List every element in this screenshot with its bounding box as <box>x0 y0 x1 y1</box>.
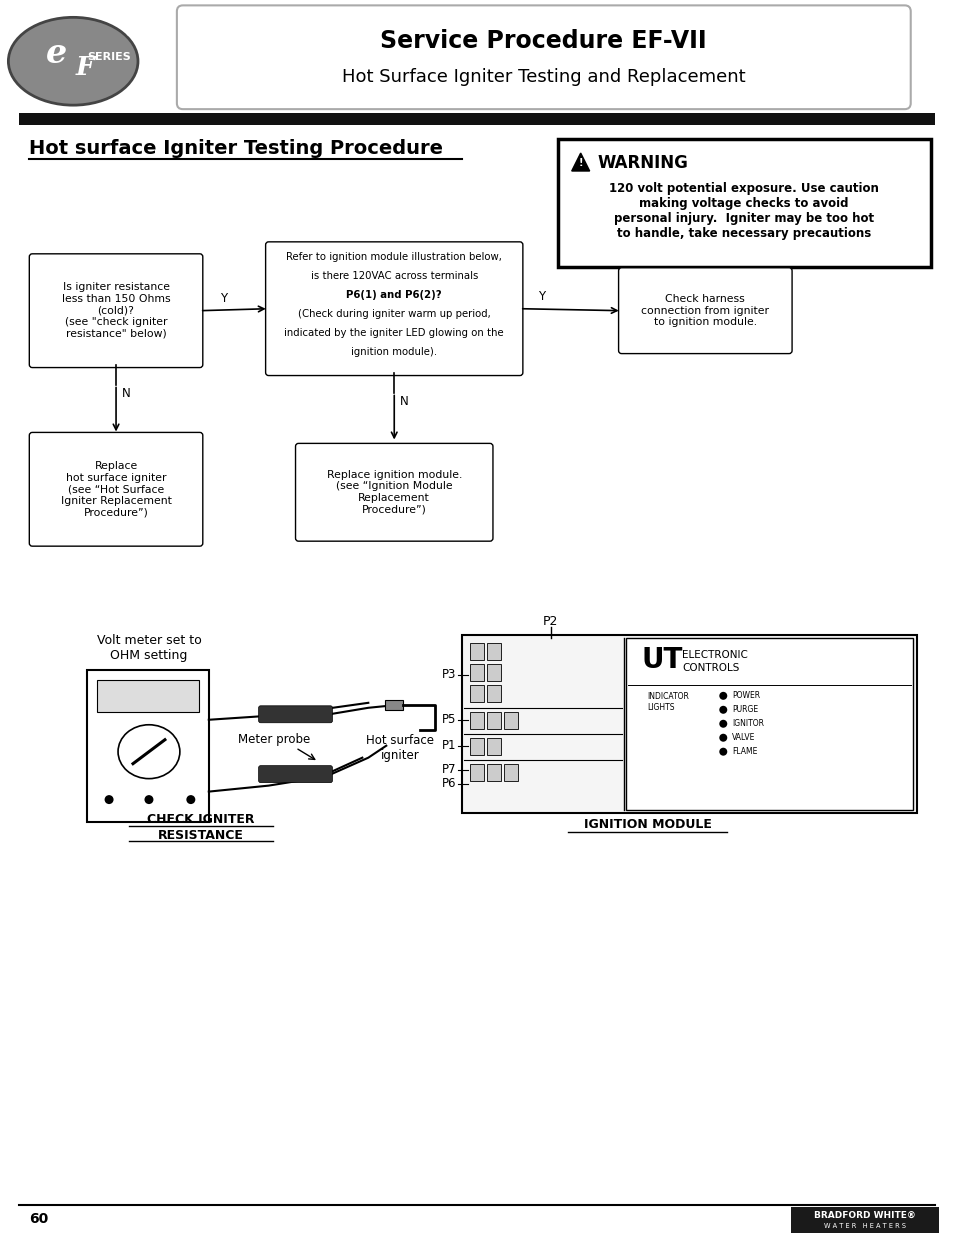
Text: Hot Surface Igniter Testing and Replacement: Hot Surface Igniter Testing and Replacem… <box>341 68 745 86</box>
Circle shape <box>719 705 726 714</box>
FancyBboxPatch shape <box>258 705 332 722</box>
Text: SERIES: SERIES <box>87 52 131 62</box>
Bar <box>486 643 500 659</box>
Text: P6: P6 <box>441 777 456 790</box>
Bar <box>625 638 912 810</box>
Polygon shape <box>571 153 589 170</box>
Bar <box>470 643 483 659</box>
Text: CONTROLS: CONTROLS <box>681 663 739 673</box>
Text: !: ! <box>578 158 582 168</box>
Text: Meter probe: Meter probe <box>238 734 311 746</box>
Circle shape <box>719 720 726 727</box>
Bar <box>470 664 483 680</box>
Text: Hot surface
igniter: Hot surface igniter <box>366 734 434 762</box>
Text: P2: P2 <box>542 615 558 629</box>
Text: IGNITOR: IGNITOR <box>732 719 763 729</box>
Bar <box>470 685 483 701</box>
Text: Is igniter resistance
less than 150 Ohms
(cold)?
(see "check igniter
resistance": Is igniter resistance less than 150 Ohms… <box>62 283 171 338</box>
Bar <box>486 737 500 755</box>
Text: VALVE: VALVE <box>732 734 755 742</box>
Text: 120 volt potential exposure. Use caution
making voltage checks to avoid
personal: 120 volt potential exposure. Use caution… <box>609 182 879 240</box>
Circle shape <box>186 795 195 804</box>
Text: Refer to ignition module illustration below,: Refer to ignition module illustration be… <box>286 252 501 262</box>
Text: RESISTANCE: RESISTANCE <box>157 829 243 842</box>
Bar <box>19 114 934 125</box>
Bar <box>87 669 209 821</box>
Text: WARNING: WARNING <box>597 154 688 172</box>
Bar <box>486 685 500 701</box>
Bar <box>503 711 517 729</box>
Text: N: N <box>400 395 409 409</box>
Bar <box>470 711 483 729</box>
Bar <box>486 763 500 781</box>
Text: Check harness
connection from igniter
to ignition module.: Check harness connection from igniter to… <box>640 294 768 327</box>
Circle shape <box>719 734 726 742</box>
FancyBboxPatch shape <box>30 432 203 546</box>
Bar <box>558 140 930 267</box>
Text: (Check during igniter warm up period,: (Check during igniter warm up period, <box>297 309 490 319</box>
FancyBboxPatch shape <box>295 443 493 541</box>
Text: indicated by the igniter LED glowing on the: indicated by the igniter LED glowing on … <box>284 327 503 337</box>
Text: ®: ® <box>125 28 133 38</box>
FancyBboxPatch shape <box>258 766 332 783</box>
Text: UT: UT <box>640 646 682 674</box>
FancyBboxPatch shape <box>30 254 203 368</box>
Text: Replace
hot surface igniter
(see “Hot Surface
Igniter Replacement
Procedure”): Replace hot surface igniter (see “Hot Su… <box>61 461 172 517</box>
Circle shape <box>144 795 153 804</box>
Text: P1: P1 <box>441 740 456 752</box>
Bar <box>470 763 483 781</box>
Bar <box>385 700 403 710</box>
Bar <box>790 1207 938 1233</box>
Text: Service Procedure EF-VII: Service Procedure EF-VII <box>380 30 706 53</box>
Circle shape <box>719 692 726 700</box>
Text: ELECTRONIC: ELECTRONIC <box>681 650 747 659</box>
Text: PURGE: PURGE <box>732 705 758 714</box>
Bar <box>486 664 500 680</box>
Text: FLAME: FLAME <box>732 747 757 756</box>
Text: Y: Y <box>537 290 544 303</box>
Text: Replace ignition module.
(see “Ignition Module
Replacement
Procedure”): Replace ignition module. (see “Ignition … <box>326 469 461 515</box>
Text: P6(1) and P6(2)?: P6(1) and P6(2)? <box>346 290 441 300</box>
Text: BRADFORD WHITE®: BRADFORD WHITE® <box>813 1212 915 1220</box>
Bar <box>461 635 916 813</box>
FancyBboxPatch shape <box>176 5 910 109</box>
Text: LIGHTS: LIGHTS <box>647 703 675 713</box>
Circle shape <box>105 795 113 804</box>
Ellipse shape <box>9 17 138 105</box>
Text: W A T E R   H E A T E R S: W A T E R H E A T E R S <box>823 1223 905 1229</box>
Bar <box>503 763 517 781</box>
Text: ignition module).: ignition module). <box>351 347 436 357</box>
Text: e: e <box>46 37 67 69</box>
Text: 60: 60 <box>30 1212 49 1225</box>
Text: Volt meter set to
OHM setting: Volt meter set to OHM setting <box>96 634 201 662</box>
FancyBboxPatch shape <box>618 268 791 353</box>
Text: INDICATOR: INDICATOR <box>647 693 689 701</box>
Text: Y: Y <box>219 291 227 305</box>
Text: Hot surface Igniter Testing Procedure: Hot surface Igniter Testing Procedure <box>30 138 443 158</box>
Text: F: F <box>75 54 94 80</box>
Text: P3: P3 <box>441 668 456 682</box>
Text: is there 120VAC across terminals: is there 120VAC across terminals <box>311 270 477 280</box>
Circle shape <box>719 747 726 756</box>
Text: N: N <box>122 388 131 400</box>
Text: POWER: POWER <box>732 692 760 700</box>
Ellipse shape <box>118 725 180 778</box>
Bar <box>470 737 483 755</box>
Text: IGNITION MODULE: IGNITION MODULE <box>583 818 711 831</box>
FancyBboxPatch shape <box>265 242 522 375</box>
Bar <box>97 679 198 711</box>
Text: P5: P5 <box>441 714 456 726</box>
Text: CHECK IGNITER: CHECK IGNITER <box>147 813 254 826</box>
Bar <box>486 711 500 729</box>
Text: P7: P7 <box>441 763 456 776</box>
